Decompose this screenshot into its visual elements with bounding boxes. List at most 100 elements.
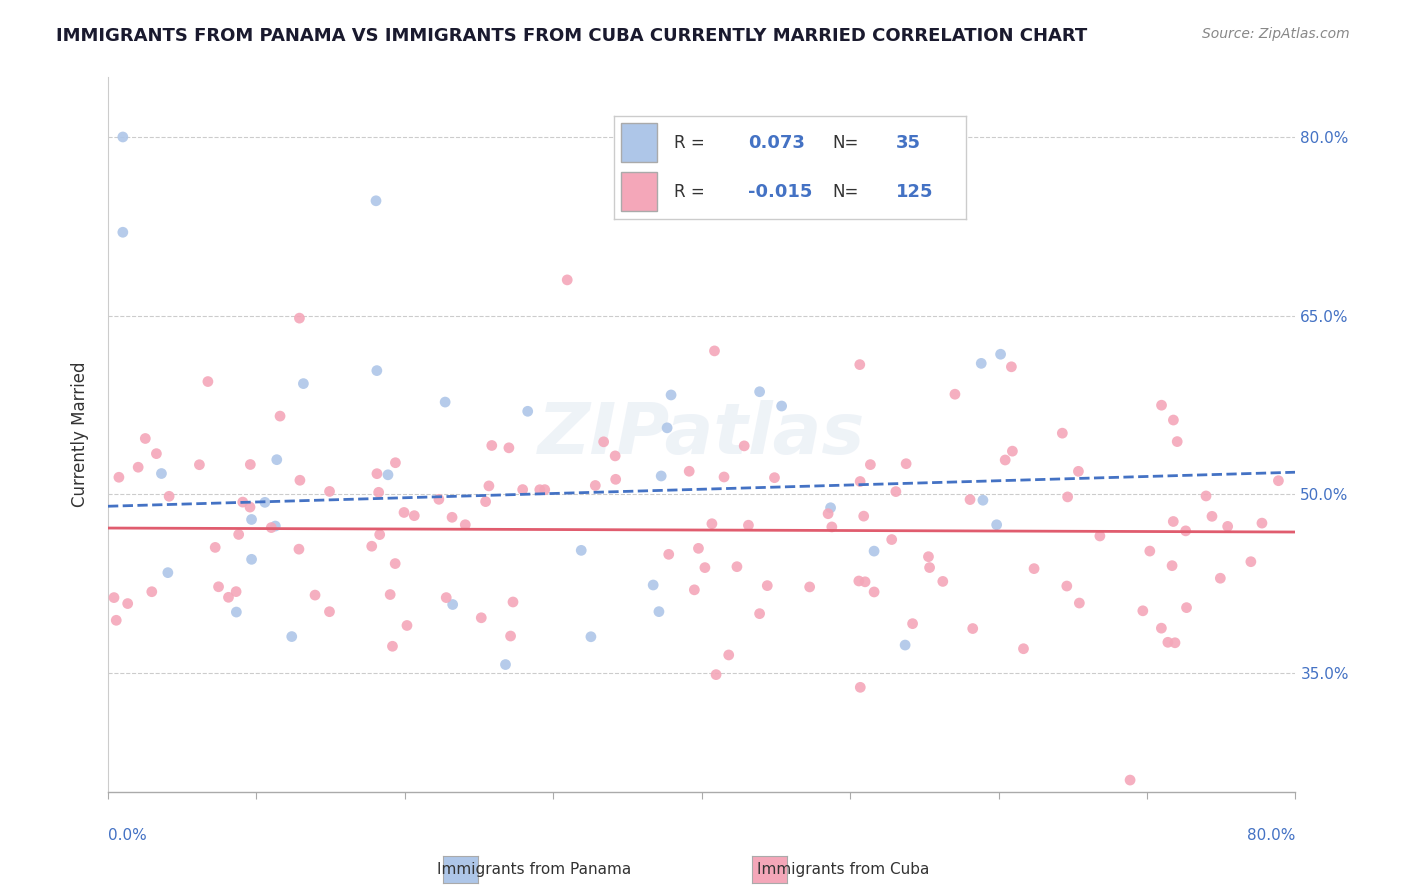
- Point: [659, 388, 682, 402]
- Text: 0.073: 0.073: [748, 134, 804, 152]
- Point: [918, 560, 941, 574]
- Point: [962, 622, 984, 636]
- Point: [592, 434, 614, 449]
- Point: [366, 363, 388, 377]
- Point: [157, 489, 180, 503]
- Point: [134, 432, 156, 446]
- Point: [643, 578, 665, 592]
- Point: [817, 507, 839, 521]
- Point: [1052, 426, 1074, 441]
- Point: [384, 557, 406, 571]
- Point: [239, 458, 262, 472]
- Point: [986, 517, 1008, 532]
- Point: [103, 591, 125, 605]
- Point: [1132, 604, 1154, 618]
- Point: [713, 470, 735, 484]
- Point: [1267, 474, 1289, 488]
- Point: [852, 509, 875, 524]
- Point: [1022, 561, 1045, 575]
- Text: -0.015: -0.015: [748, 183, 813, 201]
- Point: [150, 467, 173, 481]
- Point: [367, 485, 389, 500]
- Point: [239, 500, 262, 515]
- Point: [994, 453, 1017, 467]
- Point: [917, 549, 939, 564]
- Point: [145, 447, 167, 461]
- Point: [703, 343, 725, 358]
- Point: [655, 421, 678, 435]
- Point: [441, 510, 464, 524]
- Text: N=: N=: [832, 183, 859, 201]
- Text: R =: R =: [675, 183, 704, 201]
- Point: [1175, 600, 1198, 615]
- Point: [756, 579, 779, 593]
- Point: [392, 506, 415, 520]
- Point: [117, 597, 139, 611]
- Point: [1163, 413, 1185, 427]
- Point: [498, 441, 520, 455]
- Point: [474, 494, 496, 508]
- Point: [605, 472, 627, 486]
- Point: [863, 544, 886, 558]
- Point: [650, 469, 672, 483]
- Point: [1088, 529, 1111, 543]
- Point: [404, 508, 426, 523]
- Point: [380, 588, 402, 602]
- Point: [1150, 621, 1173, 635]
- Point: [318, 605, 340, 619]
- Point: [366, 467, 388, 481]
- Point: [228, 527, 250, 541]
- Point: [292, 376, 315, 391]
- Point: [478, 479, 501, 493]
- Point: [384, 456, 406, 470]
- Text: Source: ZipAtlas.com: Source: ZipAtlas.com: [1202, 27, 1350, 41]
- Point: [197, 375, 219, 389]
- Text: IMMIGRANTS FROM PANAMA VS IMMIGRANTS FROM CUBA CURRENTLY MARRIED CORRELATION CHA: IMMIGRANTS FROM PANAMA VS IMMIGRANTS FRO…: [56, 27, 1087, 45]
- Point: [683, 582, 706, 597]
- Point: [188, 458, 211, 472]
- Point: [454, 517, 477, 532]
- Text: 80.0%: 80.0%: [1247, 828, 1295, 843]
- Text: Immigrants from Cuba: Immigrants from Cuba: [758, 863, 929, 877]
- Point: [225, 584, 247, 599]
- Point: [1174, 524, 1197, 538]
- Point: [932, 574, 955, 589]
- Point: [821, 520, 844, 534]
- Point: [658, 547, 681, 561]
- Point: [512, 483, 534, 497]
- Point: [894, 638, 917, 652]
- Point: [207, 580, 229, 594]
- Point: [111, 225, 134, 239]
- Point: [717, 648, 740, 662]
- Point: [127, 460, 149, 475]
- Point: [1161, 515, 1184, 529]
- Point: [901, 616, 924, 631]
- Point: [499, 629, 522, 643]
- Text: N=: N=: [832, 134, 859, 152]
- Point: [1139, 544, 1161, 558]
- Point: [1069, 596, 1091, 610]
- Point: [1161, 558, 1184, 573]
- Point: [253, 495, 276, 509]
- Point: [318, 484, 340, 499]
- Point: [959, 492, 981, 507]
- Point: [381, 640, 404, 654]
- Point: [693, 560, 716, 574]
- Point: [529, 483, 551, 497]
- Point: [700, 516, 723, 531]
- Point: [853, 574, 876, 589]
- Point: [108, 470, 131, 484]
- Point: [377, 467, 399, 482]
- Point: [880, 533, 903, 547]
- Text: 0.0%: 0.0%: [108, 828, 146, 843]
- Point: [894, 457, 917, 471]
- Point: [849, 475, 872, 489]
- Point: [849, 358, 872, 372]
- Point: [264, 519, 287, 533]
- Point: [770, 399, 793, 413]
- Point: [1157, 635, 1180, 649]
- Point: [863, 585, 886, 599]
- Point: [1240, 555, 1263, 569]
- Point: [972, 493, 994, 508]
- Point: [434, 591, 457, 605]
